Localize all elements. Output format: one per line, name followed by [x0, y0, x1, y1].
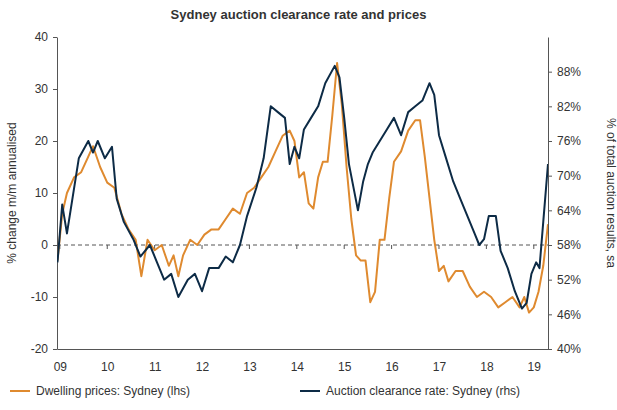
y-tick-line: [53, 141, 57, 142]
x-tick: 19: [528, 349, 542, 374]
y-tick-line: [53, 89, 57, 90]
y2-tick-line: [548, 280, 552, 281]
y2-tick-line: [548, 349, 552, 350]
y-tick-label: 40: [35, 30, 49, 44]
y2-tick: 76%: [548, 134, 581, 148]
y2-tick-line: [548, 72, 552, 73]
y-tick: 0: [41, 238, 57, 252]
x-tick: 16: [385, 349, 399, 374]
y2-tick: 88%: [548, 65, 581, 79]
y2-tick-label: 88%: [557, 65, 581, 79]
y2-tick: 70%: [548, 169, 581, 183]
chart-title: Sydney auction clearance rate and prices: [171, 7, 427, 22]
x-tick: 17: [433, 349, 447, 374]
y-tick-line: [53, 349, 57, 350]
x-tick: 11: [149, 349, 162, 374]
y2-tick-label: 58%: [557, 238, 581, 252]
x-tick-mark: [107, 245, 108, 249]
y-tick: 20: [35, 134, 57, 148]
x-tick: 13: [243, 349, 257, 374]
y2-tick: 64%: [548, 204, 581, 218]
x-tick-label: 19: [528, 360, 542, 374]
x-tick: 09: [54, 349, 68, 374]
y-tick: 10: [35, 186, 57, 200]
legend: Dwelling prices: Sydney (lhs) Auction cle…: [10, 384, 520, 398]
y-tick-line: [53, 37, 57, 38]
x-tick-label: 10: [101, 360, 115, 374]
x-tick-mark: [486, 245, 487, 249]
y-tick-label: 30: [35, 82, 49, 96]
chart-svg: Sydney auction clearance rate and prices…: [0, 0, 617, 410]
chart-container: Sydney auction clearance rate and prices…: [0, 0, 617, 410]
y-tick: 40: [35, 30, 57, 44]
y-tick-label: 10: [35, 186, 49, 200]
y2-tick-line: [548, 106, 552, 107]
x-tick: 18: [480, 349, 494, 374]
legend-label: Auction clearance rate: Sydney (rhs): [326, 384, 520, 398]
y2-tick-label: 46%: [557, 308, 581, 322]
x-tick-mark: [391, 245, 392, 249]
x-axis-line: [58, 349, 549, 350]
y-tick-label: 0: [41, 238, 48, 252]
y2-tick-line: [548, 245, 552, 246]
y2-tick: 52%: [548, 273, 581, 287]
y-axis-title: % change m/m annualised: [5, 122, 19, 263]
y-tick: -20: [31, 342, 57, 356]
x-tick-label: 11: [149, 360, 162, 374]
y-tick-label: -20: [31, 342, 49, 356]
x-tick-label: 13: [243, 360, 257, 374]
x-tick-label: 14: [291, 360, 305, 374]
x-tick: 10: [101, 349, 115, 374]
y2-axis: 40% 46% 52% 58% 64% 70% 76% 82% 88%: [548, 38, 581, 357]
y2-tick-label: 52%: [557, 273, 581, 287]
legend-swatch: [10, 390, 30, 392]
y2-tick-label: 64%: [557, 204, 581, 218]
x-tick-mark: [296, 245, 297, 249]
legend-swatch: [300, 390, 320, 392]
x-tick: 12: [196, 349, 210, 374]
legend-label: Dwelling prices: Sydney (lhs): [36, 384, 190, 398]
y2-tick: 58%: [548, 238, 581, 252]
y-tick: 30: [35, 82, 57, 96]
x-tick-mark: [249, 245, 250, 249]
x-tick-label: 16: [385, 360, 399, 374]
y-axis-line: [57, 38, 58, 350]
y-tick-line: [53, 297, 57, 298]
x-axis: 09 10 11 12 13 14 15 16 17 18 19: [54, 349, 549, 374]
y2-tick-line: [548, 141, 552, 142]
x-tick-mark: [344, 245, 345, 249]
y2-tick-line: [548, 210, 552, 211]
series-line: [57, 63, 548, 313]
x-tick-label: 18: [480, 360, 494, 374]
y2-axis-title: % of total auction results, sa: [604, 118, 617, 268]
x-tick: 15: [338, 349, 352, 374]
x-tick-label: 09: [54, 360, 68, 374]
y2-tick-label: 70%: [557, 169, 581, 183]
zero-line: [57, 245, 548, 246]
y2-tick-line: [548, 314, 552, 315]
y-tick-label: -10: [31, 290, 49, 304]
y-axis: -20 -10 0 10 20 30 40: [31, 30, 58, 356]
x-tick-label: 12: [196, 360, 210, 374]
y2-tick-line: [548, 176, 552, 177]
x-tick-mark: [202, 245, 203, 249]
x-tick-mark: [533, 245, 534, 249]
y2-tick: 82%: [548, 100, 581, 114]
y-tick-line: [53, 245, 57, 246]
y-tick-label: 20: [35, 134, 49, 148]
x-tick-label: 17: [433, 360, 447, 374]
y2-tick: 40%: [548, 342, 581, 356]
y2-axis-line: [548, 38, 549, 350]
y2-tick-label: 76%: [557, 134, 581, 148]
y2-tick: 46%: [548, 308, 581, 322]
plot-area: [57, 63, 548, 313]
y-tick: -10: [31, 290, 57, 304]
series-line: [57, 66, 548, 309]
y-tick-line: [53, 193, 57, 194]
x-tick-mark: [438, 245, 439, 249]
y2-tick-label: 40%: [557, 342, 581, 356]
x-tick: 14: [291, 349, 305, 374]
y2-tick-label: 82%: [557, 100, 581, 114]
x-tick-label: 15: [338, 360, 352, 374]
